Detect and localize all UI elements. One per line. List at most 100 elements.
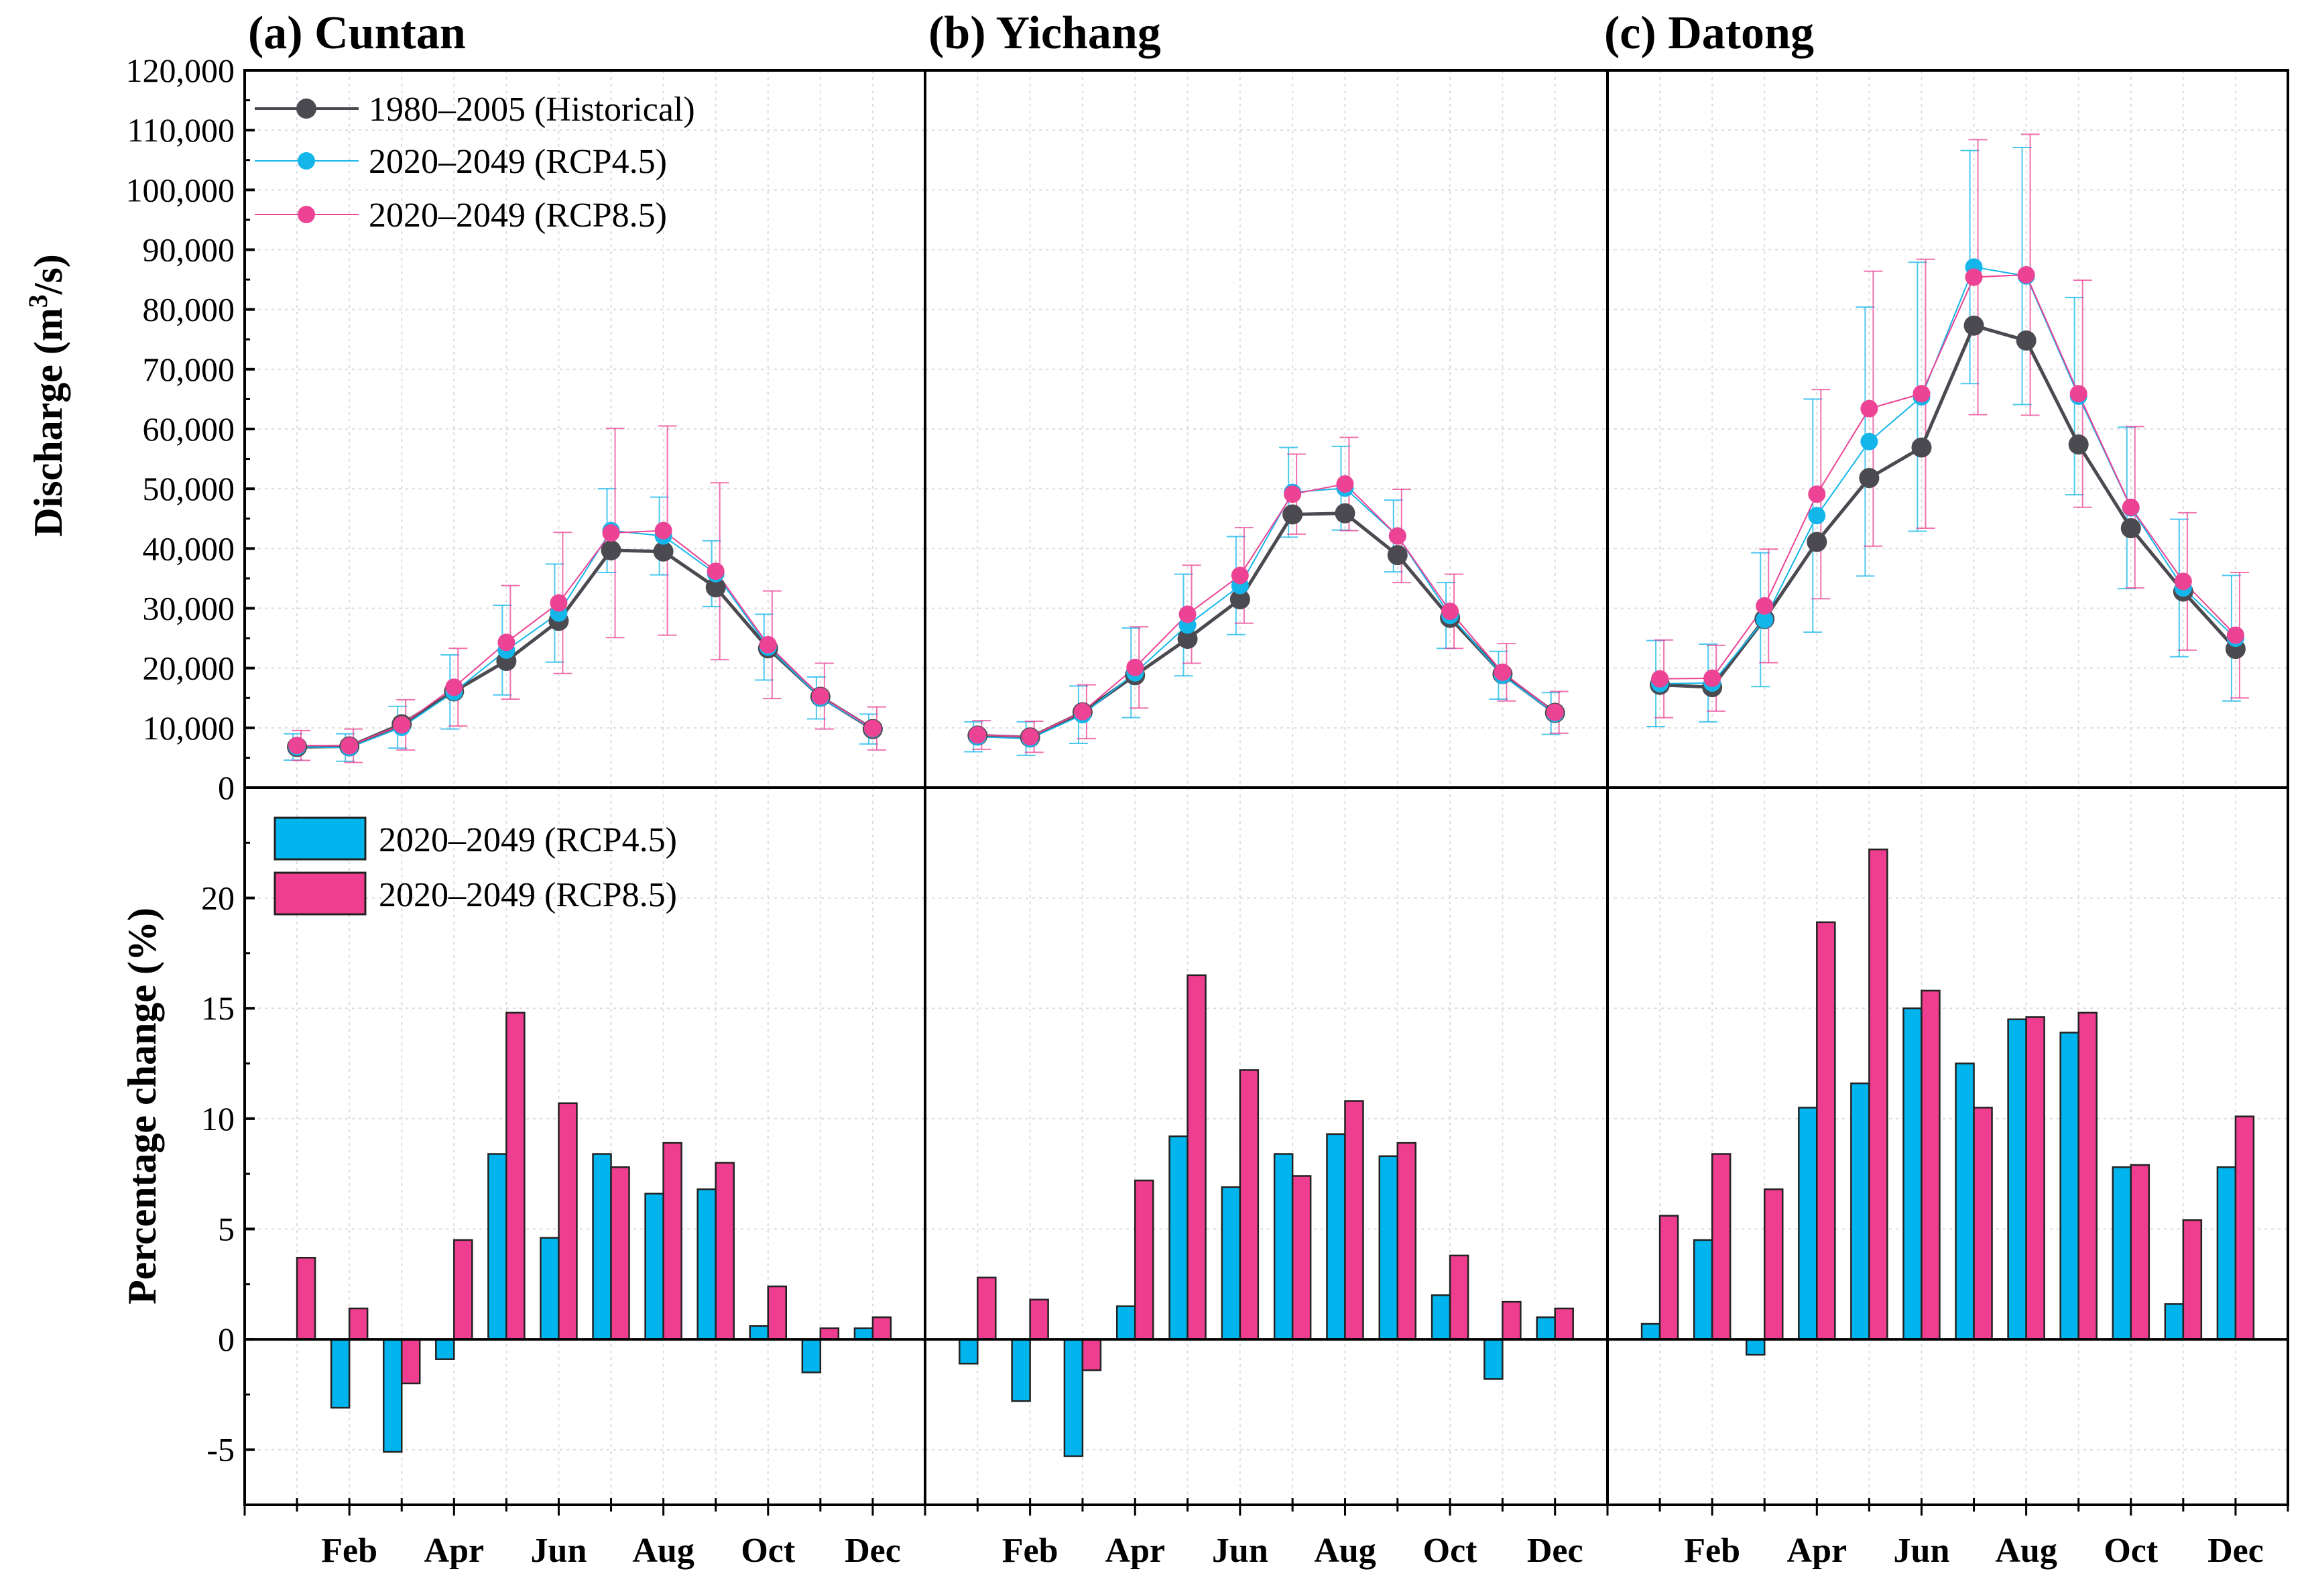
point-datong-rcp85-jun (1913, 385, 1931, 403)
point-yichang-rcp85-jan (969, 726, 987, 744)
y-tick-label-top: 10,000 (143, 709, 235, 747)
bar-datong-rcp45-aug (2007, 1018, 2027, 1341)
data-layer (278, 133, 2255, 1457)
legend-top: 1980–2005 (Historical) 2020–2049 (RCP4.5… (255, 90, 695, 235)
bar-yichang-rcp45-jun (1221, 1186, 1241, 1341)
bar-yichang-rcp45-mar (1063, 1338, 1084, 1457)
top-y-axis-title: Discharge (m3/s) (23, 254, 70, 537)
point-yichang-rcp85-aug (1336, 475, 1354, 493)
x-tick-label-cuntan: Aug (632, 1532, 694, 1570)
y-tick-label-top: 40,000 (143, 530, 235, 567)
bar-yichang-rcp45-nov (1483, 1338, 1504, 1380)
point-cuntan-rcp85-nov (811, 687, 829, 705)
bar-datong-rcp45-dec (2216, 1166, 2237, 1341)
bar-yichang-rcp45-aug (1326, 1133, 1346, 1341)
bar-cuntan-rcp45-may (487, 1153, 507, 1341)
bar-cuntan-rcp85-oct (767, 1285, 788, 1341)
point-cuntan-historical-jul (601, 540, 621, 561)
point-cuntan-rcp85-aug (654, 521, 672, 540)
point-datong-rcp45-may (1860, 432, 1878, 450)
bar-datong-rcp85-aug (2025, 1016, 2045, 1341)
point-datong-rcp85-apr (1808, 485, 1826, 503)
bar-yichang-rcp85-dec (1554, 1307, 1574, 1341)
x-tick-label-datong: Aug (1995, 1532, 2057, 1570)
series-line-yichang-rcp45 (977, 487, 1556, 739)
y-tick-label-bottom: 20 (201, 879, 235, 917)
point-datong-rcp85-nov (2174, 572, 2192, 591)
point-yichang-rcp85-oct (1441, 602, 1459, 620)
point-cuntan-rcp85-jan (288, 737, 306, 755)
legend-rcp45-swatch (274, 816, 367, 861)
bar-cuntan-rcp45-dec (853, 1327, 874, 1341)
bar-datong-rcp85-jun (1921, 989, 1941, 1341)
y-tick-label-top: 30,000 (143, 590, 235, 627)
panel-title-datong: (c) Datong (1604, 7, 1814, 59)
point-datong-rcp85-oct (2122, 498, 2140, 516)
y-tick-label-top: 110,000 (127, 111, 235, 149)
point-yichang-historical-aug (1335, 503, 1355, 524)
bar-yichang-rcp85-sep (1396, 1142, 1417, 1341)
point-yichang-rcp85-jun (1231, 566, 1249, 585)
bar-yichang-rcp45-jan (959, 1338, 979, 1365)
legend-historical-label: 1980–2005 (Historical) (369, 90, 695, 129)
point-cuntan-rcp85-sep (707, 562, 725, 580)
bar-datong-rcp85-may (1868, 848, 1888, 1341)
y-tick-label-bottom: 10 (201, 1100, 235, 1138)
bar-datong-rcp45-jan (1640, 1323, 1661, 1341)
legend-historical-marker (296, 99, 316, 119)
bar-datong-rcp45-may (1850, 1082, 1870, 1341)
point-datong-rcp85-feb (1703, 669, 1721, 687)
point-cuntan-rcp85-apr (445, 678, 463, 696)
point-cuntan-rcp85-mar (393, 716, 411, 734)
bar-datong-rcp85-feb (1711, 1153, 1732, 1341)
point-datong-historical-sep (2068, 434, 2089, 455)
legend-rcp45-label: 2020–2049 (RCP4.5) (369, 143, 667, 181)
legend-rcp45-marker (298, 152, 315, 170)
bar-datong-rcp85-dec (2234, 1115, 2255, 1341)
panel-title-cuntan: (a) Cuntan (248, 7, 466, 59)
y-tick-label-top: 80,000 (143, 291, 235, 328)
bar-datong-rcp85-jan (1658, 1215, 1679, 1341)
point-yichang-rcp85-dec (1546, 703, 1564, 721)
bar-yichang-rcp45-oct (1431, 1294, 1451, 1341)
bar-datong-rcp45-oct (2112, 1166, 2132, 1341)
bar-cuntan-rcp45-jun (540, 1237, 560, 1341)
point-datong-rcp45-mar (1756, 611, 1774, 629)
bar-cuntan-rcp45-oct (749, 1325, 770, 1341)
bar-datong-rcp45-jul (1955, 1062, 1975, 1341)
y-tick-label-bottom: -5 (206, 1431, 235, 1469)
x-tick-label-cuntan: Apr (424, 1532, 485, 1570)
point-cuntan-rcp85-jul (602, 524, 620, 542)
point-datong-rcp85-sep (2069, 385, 2087, 403)
bar-datong-rcp85-sep (2077, 1011, 2098, 1341)
bar-datong-rcp85-apr (1816, 921, 1836, 1341)
y-tick-label-bottom: 5 (218, 1210, 235, 1247)
point-cuntan-rcp85-may (497, 633, 515, 652)
bar-datong-rcp45-feb (1693, 1239, 1713, 1341)
axes-layer: 0 10,000 20,000 30,000 40,000 50,000 60,000 70,… (126, 52, 2289, 1570)
bar-cuntan-rcp45-mar (382, 1338, 403, 1453)
bar-cuntan-rcp85-dec (871, 1316, 892, 1341)
bar-cuntan-rcp85-aug (662, 1142, 682, 1341)
point-yichang-historical-sep (1387, 545, 1408, 566)
bar-datong-rcp85-nov (2182, 1219, 2203, 1341)
y-tick-label-top: 100,000 (126, 171, 235, 208)
legend-bottom: 2020–2049 (RCP4.5) 2020–2049 (RCP8.5) (274, 816, 677, 916)
bar-cuntan-rcp45-aug (644, 1192, 664, 1341)
point-cuntan-historical-sep (705, 577, 726, 598)
bar-cuntan-rcp85-may (505, 1011, 526, 1341)
point-datong-historical-aug (2016, 330, 2037, 351)
point-cuntan-rcp85-feb (341, 737, 359, 755)
point-datong-historical-jul (1963, 315, 1984, 336)
bar-yichang-rcp85-jul (1291, 1175, 1312, 1341)
x-tick-label-datong: Jun (1894, 1532, 1950, 1570)
legend-rcp85-label: 2020–2049 (RCP8.5) (369, 196, 667, 235)
x-tick-label-cuntan: Dec (845, 1532, 901, 1570)
legend-rcp85-marker (298, 206, 315, 223)
point-yichang-rcp85-nov (1494, 663, 1512, 681)
x-tick-label-yichang: Feb (1002, 1532, 1058, 1570)
x-tick-label-datong: Apr (1787, 1532, 1847, 1570)
bar-yichang-rcp85-jun (1239, 1069, 1260, 1341)
series-line-cuntan-rcp45 (297, 530, 873, 749)
